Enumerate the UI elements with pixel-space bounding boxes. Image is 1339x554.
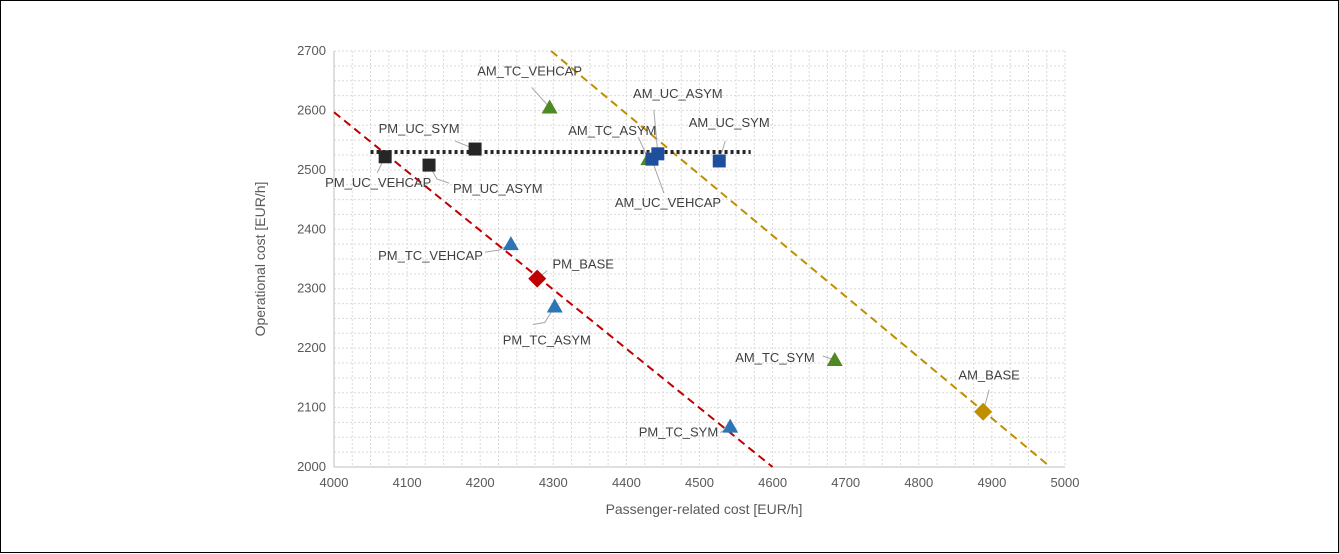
point-marker-pm-tc-vehcap [502, 236, 519, 251]
leader-line-am-tc-vehcap [531, 87, 551, 108]
x-tick-label: 4900 [977, 475, 1006, 490]
y-tick-label: 2300 [297, 281, 326, 296]
x-tick-label: 4200 [466, 475, 495, 490]
tick-labels: 4000 4100 4200 4300 4400 4500 4600 4700 4800 4900… [297, 43, 1079, 490]
point-marker-pm-uc-asym [422, 158, 436, 172]
x-tick-label: 4000 [320, 475, 349, 490]
leader-line-am-uc-asym [653, 109, 659, 154]
point-label-pm-tc-asym: PM_TC_ASYM [503, 333, 591, 348]
x-tick-label: 4700 [831, 475, 860, 490]
point-marker-pm-base [528, 269, 547, 288]
point-marker-am-base [974, 402, 993, 421]
point-label-am-tc-vehcap: AM_TC_VEHCAP [477, 63, 582, 78]
y-axis-title: Operational cost [EUR/h] [252, 182, 268, 337]
point-label-pm-tc-sym: PM_TC_SYM [639, 425, 718, 440]
x-tick-label: 4500 [685, 475, 714, 490]
dashed-trend-line [333, 111, 774, 468]
y-tick-label: 2000 [297, 459, 326, 474]
axes [333, 51, 1065, 468]
point-marker-am-uc-sym [712, 154, 726, 168]
point-label-pm-uc-vehcap: PM_UC_VEHCAP [325, 175, 431, 190]
point-labels: PM_UC_VEHCAP PM_UC_ASYM PM_UC_SYM PM_TC_VEH… [325, 63, 1020, 439]
grid-lines [333, 50, 1066, 468]
point-label-am-tc-sym: AM_TC_SYM [735, 350, 814, 365]
x-axis-title: Passenger-related cost [EUR/h] [606, 501, 803, 517]
point-label-pm-uc-sym: PM_UC_SYM [379, 121, 460, 136]
point-marker-pm-tc-asym [546, 298, 563, 313]
x-tick-label: 4100 [393, 475, 422, 490]
point-label-pm-uc-asym: PM_UC_ASYM [453, 181, 543, 196]
dashed-trend-line [550, 50, 1052, 468]
point-marker-pm-uc-sym [468, 142, 482, 156]
y-tick-label: 2400 [297, 221, 326, 236]
x-tick-label: 4600 [758, 475, 787, 490]
point-marker-am-tc-sym [826, 352, 843, 367]
point-marker-pm-uc-vehcap [378, 150, 392, 164]
point-marker-am-tc-vehcap [541, 99, 558, 114]
x-tick-label: 4300 [539, 475, 568, 490]
point-label-am-tc-asym: AM_TC_ASYM [568, 123, 656, 138]
point-label-am-uc-vehcap: AM_UC_VEHCAP [615, 195, 721, 210]
y-tick-label: 2700 [297, 43, 326, 58]
point-marker-pm-tc-sym [722, 418, 739, 433]
x-tick-label: 5000 [1051, 475, 1080, 490]
point-label-pm-tc-vehcap: PM_TC_VEHCAP [378, 248, 483, 263]
trend-lines [333, 50, 1052, 468]
point-label-am-base: AM_BASE [958, 368, 1020, 383]
point-label-pm-base: PM_BASE [553, 257, 615, 272]
point-label-am-uc-asym: AM_UC_ASYM [633, 86, 723, 101]
y-tick-label: 2100 [297, 400, 326, 415]
y-tick-label: 2500 [297, 162, 326, 177]
point-marker-am-uc-asym [651, 147, 665, 161]
x-tick-label: 4400 [612, 475, 641, 490]
x-tick-label: 4800 [904, 475, 933, 490]
data-points [378, 99, 993, 433]
point-label-am-uc-sym: AM_UC_SYM [689, 115, 770, 130]
y-tick-label: 2600 [297, 102, 326, 117]
y-tick-label: 2200 [297, 340, 326, 355]
